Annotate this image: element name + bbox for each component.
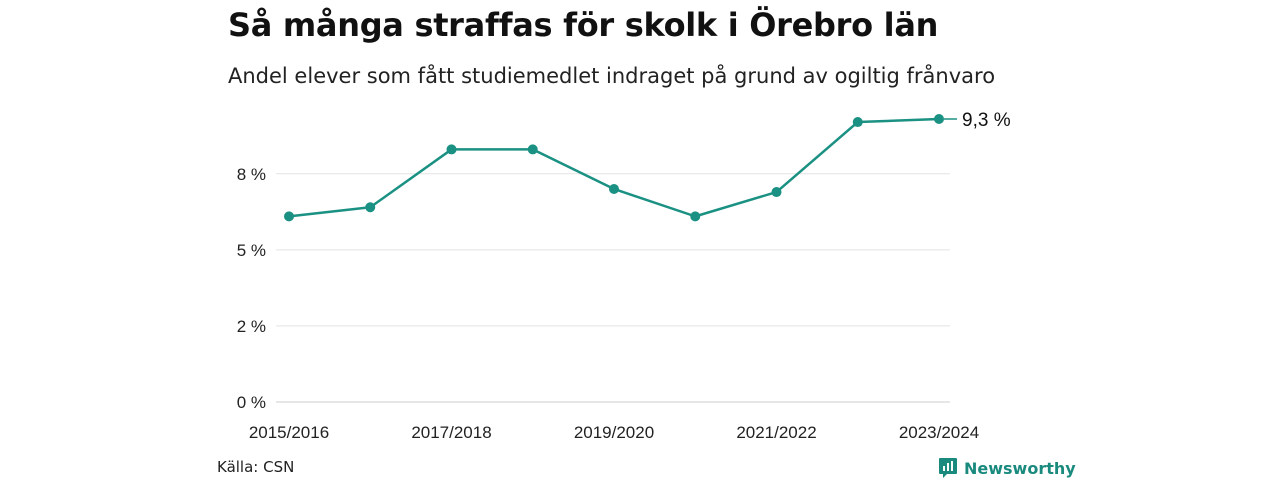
x-tick-label: 2023/2024: [899, 423, 979, 442]
brand-logo[interactable]: Newsworthy: [938, 457, 1076, 479]
newsworthy-logo-icon: [939, 458, 957, 478]
data-point: [934, 114, 944, 124]
y-tick-label: 8 %: [237, 165, 266, 184]
series-line: [288, 117, 940, 218]
chart-subtitle: Andel elever som fått studiemedlet indra…: [228, 64, 996, 88]
data-point: [690, 211, 701, 222]
data-point: [852, 117, 863, 128]
data-point: [527, 144, 538, 155]
source-note: Källa: CSN: [217, 458, 295, 476]
data-point: [284, 211, 294, 222]
end-value-label: 9,3 %: [962, 110, 1011, 131]
data-point: [446, 144, 457, 155]
data-point: [609, 183, 619, 194]
x-tick-label: 2015/2016: [249, 423, 329, 442]
x-tick-label: 2019/2020: [574, 423, 654, 442]
x-tick-label: 2017/2018: [411, 423, 491, 442]
brand-name: Newsworthy: [964, 458, 1076, 478]
y-tick-label: 0 %: [237, 393, 266, 412]
y-tick-label: 5 %: [237, 241, 266, 260]
data-point: [771, 187, 782, 198]
data-point: [365, 202, 376, 213]
y-tick-label: 2 %: [237, 317, 266, 336]
x-tick-label: 2021/2022: [736, 423, 816, 442]
chart-title: Så många straffas för skolk i Örebro län: [228, 6, 939, 44]
